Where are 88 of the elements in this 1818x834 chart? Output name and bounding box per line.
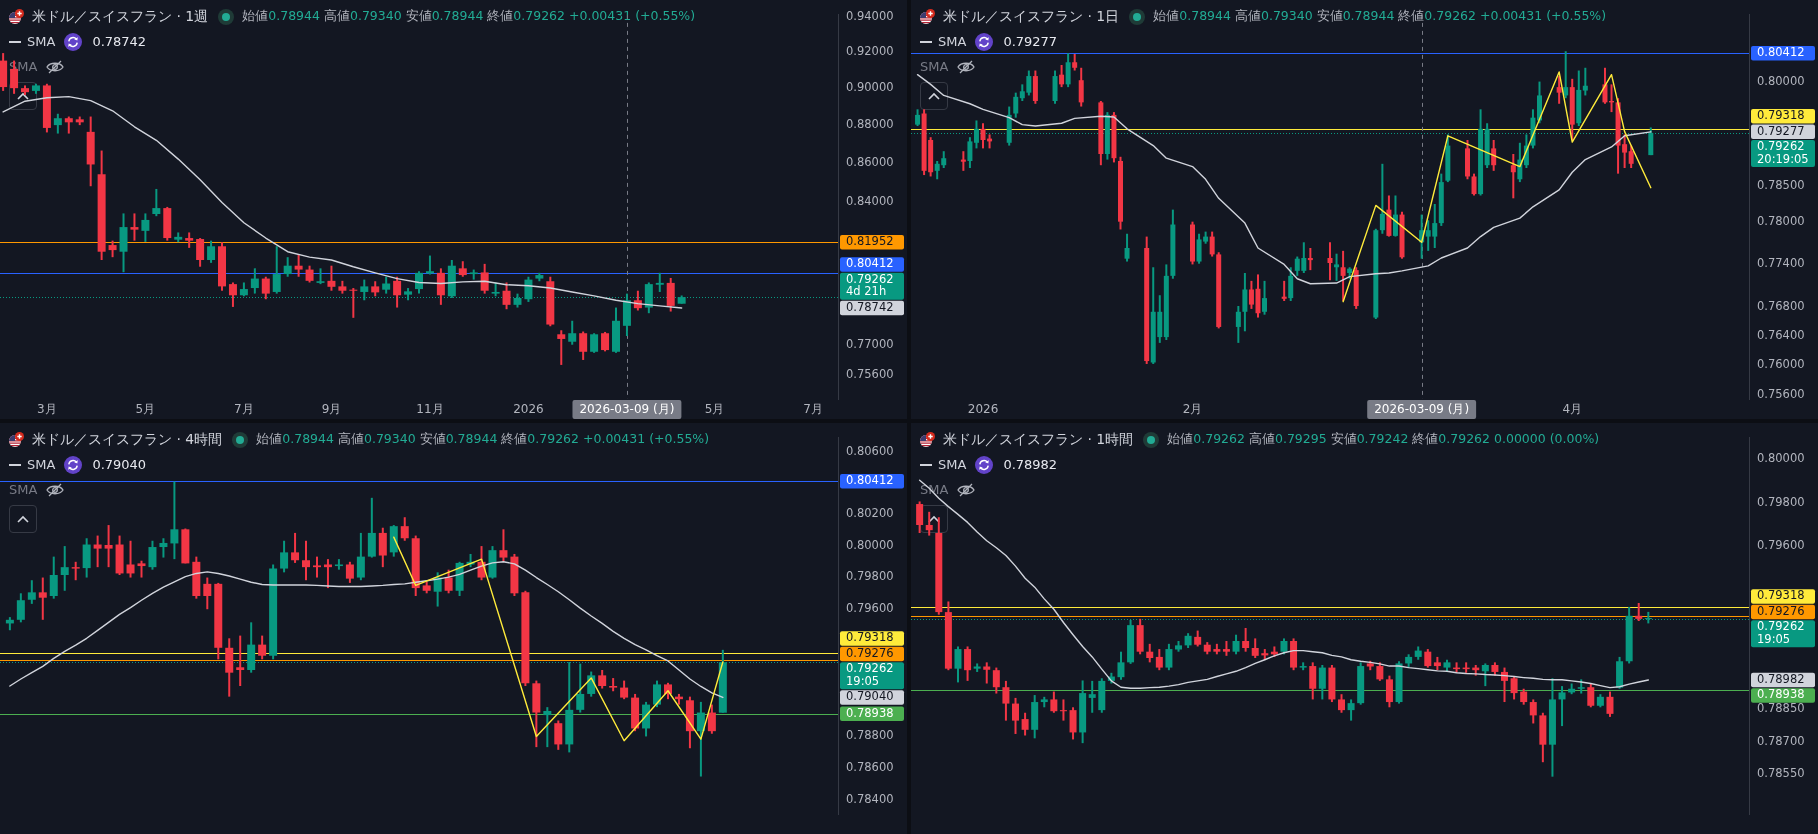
y-tick-label: 0.78700 — [1757, 733, 1805, 748]
ref-line-label: 0.79262 19:05 — [1757, 619, 1805, 646]
ref-line-label: 0.78938 — [1757, 687, 1805, 702]
y-tick-label: 0.78982 — [1757, 672, 1805, 686]
ref-line-label: 0.79276 — [846, 645, 894, 660]
ref-line-label: 0.79318 — [1757, 588, 1805, 603]
x-tick-label: 9月 — [321, 402, 342, 417]
y-tick-label: 0.76000 — [1757, 357, 1805, 372]
y-tick-label: 0.75600 — [846, 366, 894, 381]
candlestick — [104, 525, 113, 568]
x-tick-label: 7月 — [803, 402, 823, 417]
ref-line-label: 0.79318 — [1757, 108, 1805, 123]
y-tick-label: 0.78800 — [846, 727, 894, 742]
ref-line-label: 0.81952 — [846, 234, 894, 249]
y-tick-label: 0.94000 — [846, 8, 894, 23]
ref-line-label: 0.78938 — [846, 705, 894, 720]
annotation: 0.79277 — [1003, 34, 1058, 49]
annotation: 0.78742 — [92, 34, 147, 49]
annotation: 0.78982 — [1003, 457, 1058, 472]
ref-line-label: 0.79276 — [1757, 603, 1805, 618]
y-tick-label: 0.79040 — [846, 689, 894, 704]
text: 始値0.79262 高値0.79295 安値0.79242 終値0.79262 0.00000 (0.00%) — [1167, 431, 1600, 446]
y-tick-label: 0.92000 — [846, 44, 894, 58]
ref-line-label: 0.80412 — [1757, 45, 1805, 60]
y-tick-label: 0.80000 — [1757, 73, 1805, 88]
y-tick-label: 0.75600 — [1757, 386, 1805, 401]
y-tick-label: 0.80000 — [846, 537, 894, 552]
chart-title: 米ドル／スイスフラン · 1時間 — [943, 430, 1134, 449]
text: 始値0.78944 高値0.79340 安値0.78944 終値0.79262 +0.00431 (+0.55%) — [1153, 8, 1607, 23]
y-tick-label: 0.79600 — [1757, 537, 1805, 552]
y-tick-label: 0.86000 — [846, 154, 894, 169]
y-tick-label: 0.79800 — [1757, 494, 1805, 509]
y-tick-label: 0.76400 — [1757, 328, 1805, 343]
x-tick-label: 2月 — [1182, 402, 1203, 417]
y-tick-label: 0.79800 — [846, 569, 894, 584]
y-tick-label: 0.80600 — [846, 443, 894, 458]
y-tick-label: 0.79277 — [1757, 123, 1805, 138]
candlestick — [312, 556, 321, 578]
candlestick — [960, 151, 966, 171]
legend-label: SMA — [938, 457, 967, 472]
y-tick-label: 0.77400 — [1757, 256, 1805, 271]
ref-line-label: 0.79262 19:05 — [846, 661, 894, 688]
ref-line-label: 0.80412 — [846, 256, 894, 271]
chart-title: 米ドル／スイスフラン · 1日 — [943, 7, 1120, 26]
y-tick-label: 0.78000 — [1757, 213, 1805, 228]
text: 始値0.78944 高値0.79340 安値0.78944 終値0.79262 +0.00431 (+0.55%) — [256, 431, 710, 446]
x-tick-label: 4月 — [1562, 402, 1583, 417]
ref-line-label: 2026-03-09 (月) — [1374, 401, 1470, 416]
ref-line-label: 0.79318 — [846, 630, 894, 645]
chart-title: 米ドル／スイスフラン · 4時間 — [32, 430, 223, 449]
x-tick-label: 11月 — [416, 402, 444, 417]
candlestick — [1281, 280, 1287, 301]
y-tick-label: 0.78500 — [1757, 178, 1805, 193]
legend-label: SMA — [27, 457, 56, 472]
y-tick-label: 0.88000 — [846, 117, 894, 132]
x-tick-label: 7月 — [234, 402, 254, 417]
candlestick — [1307, 247, 1313, 271]
y-tick-label: 0.78850 — [1757, 700, 1805, 715]
candlestick — [130, 213, 139, 241]
legend-label: SMA — [27, 34, 56, 49]
x-tick-label: 5月 — [704, 402, 725, 417]
ref-line-label: 0.79262 20:19:05 — [1757, 139, 1809, 166]
annotation: 0.79040 — [92, 457, 147, 472]
candlestick — [236, 635, 245, 686]
y-tick-label: 0.78400 — [846, 791, 894, 806]
chart-title: 米ドル／スイスフラン · 1週 — [32, 7, 209, 26]
ref-line-label: 0.80412 — [846, 473, 894, 488]
y-tick-label: 0.79600 — [846, 600, 894, 615]
x-tick-label: 2026 — [513, 402, 544, 417]
y-tick-label: 0.77000 — [846, 336, 894, 351]
y-tick-label: 0.84000 — [846, 193, 894, 208]
y-tick-label: 0.76800 — [1757, 299, 1805, 314]
ref-line-label: 2026-03-09 (月) — [579, 401, 675, 416]
legend-label: SMA — [938, 34, 967, 49]
x-tick-label: 5月 — [135, 402, 156, 417]
y-tick-label: 0.80200 — [846, 506, 894, 521]
annotation: SMA — [9, 482, 38, 497]
text: 始値0.78944 高値0.79340 安値0.78944 終値0.79262 +0.00431 (+0.55%) — [242, 8, 696, 23]
y-tick-label: 0.78600 — [846, 759, 894, 774]
y-tick-label: 0.78742 — [846, 299, 894, 314]
ref-line-label: 0.79262 4d 21h — [846, 271, 894, 299]
x-tick-label: 3月 — [37, 402, 57, 417]
y-tick-label: 0.90000 — [846, 80, 894, 95]
y-tick-label: 0.78550 — [1757, 766, 1805, 781]
x-tick-label: 2026 — [967, 402, 999, 417]
annotation: SMA — [920, 59, 949, 74]
y-tick-label: 0.80000 — [1757, 451, 1805, 466]
candlestick — [349, 288, 358, 318]
